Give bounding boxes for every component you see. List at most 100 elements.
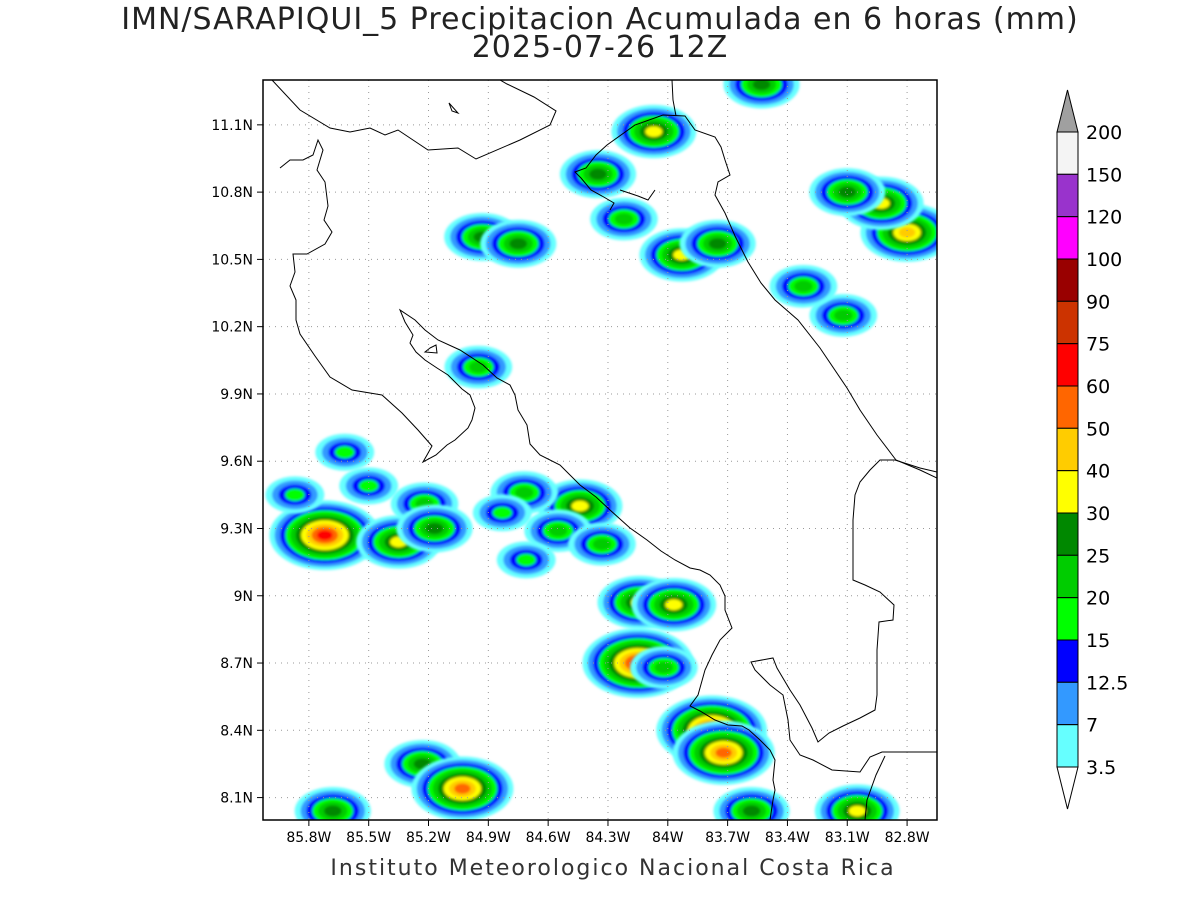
precip-contour <box>454 783 471 794</box>
precip-cell <box>568 522 636 566</box>
map-frame <box>262 79 938 821</box>
colorbar-swatch <box>1056 131 1079 175</box>
precip-cell <box>265 476 325 514</box>
colorbar: 3.5 7 12.5 15 20 25 30 40 50 60 75 90 100 120 150 200 <box>1056 89 1128 810</box>
precip-cell <box>630 646 698 689</box>
map-date: 2025-07-26 12Z <box>471 30 729 65</box>
precip-cell <box>411 756 514 820</box>
lat-tick-label: 9N <box>234 589 253 605</box>
colorbar-swatch <box>1056 681 1079 726</box>
precip-contour <box>715 747 732 758</box>
precip-cell <box>631 578 717 632</box>
colorbar-label: 20 <box>1086 588 1110 610</box>
precip-cell <box>814 784 900 820</box>
lat-tick-label: 8.4N <box>220 723 253 739</box>
colorbar-label: 75 <box>1086 334 1110 356</box>
colorbar-swatch <box>1056 724 1079 768</box>
colorbar-label: 25 <box>1086 545 1110 567</box>
precip-contour <box>571 500 589 512</box>
precip-contour <box>742 805 761 817</box>
colorbar-swatch <box>1056 216 1079 260</box>
precip-contour <box>469 361 488 373</box>
lon-tick-label: 84.6W <box>526 830 571 846</box>
lon-tick-label: 85.5W <box>346 830 391 846</box>
colorbar-label: 12.5 <box>1086 672 1128 694</box>
precip-contour <box>592 538 612 550</box>
lat-tick-label: 9.6N <box>220 454 253 470</box>
precip-contour <box>589 168 607 180</box>
colorbar-label: 120 <box>1086 207 1122 229</box>
precip-cell <box>444 345 513 389</box>
precip-cell <box>590 197 658 241</box>
precip-contour <box>838 186 857 198</box>
precip-cell <box>294 787 371 820</box>
colorbar-label: 100 <box>1086 249 1122 271</box>
colorbar-label: 50 <box>1086 418 1110 440</box>
lat-tick-label: 10.8N <box>211 185 253 201</box>
precip-contour <box>752 80 771 90</box>
precip-contour <box>645 126 663 137</box>
precip-contour <box>334 446 355 459</box>
precip-contour <box>665 599 683 611</box>
precip-cell <box>396 504 473 553</box>
precip-cell <box>559 150 637 199</box>
colorbar-swatch <box>1056 597 1079 641</box>
precip-cell <box>713 787 790 820</box>
precip-cell <box>480 219 557 268</box>
colorbar-swatch <box>1056 554 1079 599</box>
precip-contour <box>834 309 853 322</box>
colorbar-swatch <box>1056 470 1079 514</box>
colorbar-swatch <box>1056 300 1079 345</box>
colorbar-swatch <box>1056 385 1079 429</box>
precip-cell <box>679 219 756 268</box>
precip-contour <box>515 486 534 499</box>
lon-tick-label: 84.9W <box>466 830 511 846</box>
precip-contour <box>614 213 634 225</box>
footer-credit: Instituto Meteorologico Nacional Costa R… <box>330 856 896 881</box>
lon-tick-label: 82.8W <box>885 830 930 846</box>
precip-cell <box>809 294 878 337</box>
lat-tick-label: 9.9N <box>220 387 253 403</box>
colorbar-bottom-arrow <box>1056 766 1079 810</box>
colorbar-label: 15 <box>1086 630 1110 652</box>
colorbar-swatch <box>1056 639 1079 683</box>
colorbar-label: 3.5 <box>1086 757 1116 779</box>
colorbar-label: 200 <box>1086 122 1122 144</box>
precip-cell <box>269 500 381 571</box>
precip-contour <box>425 522 444 534</box>
colorbar-top-arrow <box>1056 89 1079 133</box>
precip-cell <box>672 720 775 785</box>
colorbar-label: 150 <box>1086 164 1122 186</box>
precipitation-cells <box>265 80 937 820</box>
precip-contour <box>848 805 866 817</box>
colorbar-swatch <box>1056 258 1079 302</box>
colorbar-swatch <box>1056 427 1079 472</box>
colorbar-label: 40 <box>1086 461 1110 483</box>
precip-contour <box>794 280 813 293</box>
lon-tick-label: 85.8W <box>286 830 331 846</box>
lon-tick-label: 84.3W <box>585 830 630 846</box>
map-gridlines <box>263 80 937 820</box>
precip-contour <box>358 479 379 493</box>
precip-cell <box>339 467 399 505</box>
precip-cell <box>769 265 838 308</box>
lon-tick-label: 85.2W <box>406 830 451 846</box>
colorbar-swatch <box>1056 343 1079 387</box>
lat-tick-label: 9.3N <box>220 521 253 537</box>
lat-tick-label: 11.1N <box>211 118 253 134</box>
lon-tick-label: 83.4W <box>765 830 810 846</box>
precip-contour <box>509 238 528 250</box>
precip-cell <box>611 104 697 159</box>
precip-cell <box>472 494 532 532</box>
precip-contour <box>898 227 916 238</box>
axis-ticks: 85.8W 85.5W 85.2W 84.9W 84.6W 84.3W 84W 83.7W 83… <box>211 118 929 846</box>
lat-tick-label: 10.2N <box>211 320 253 336</box>
precip-contour <box>316 530 333 541</box>
colorbar-label: 60 <box>1086 376 1110 398</box>
precip-contour <box>516 553 537 567</box>
precip-cell <box>496 541 556 579</box>
colorbar-swatch <box>1056 512 1079 556</box>
lon-tick-label: 84W <box>652 830 684 846</box>
precip-contour <box>548 524 568 537</box>
